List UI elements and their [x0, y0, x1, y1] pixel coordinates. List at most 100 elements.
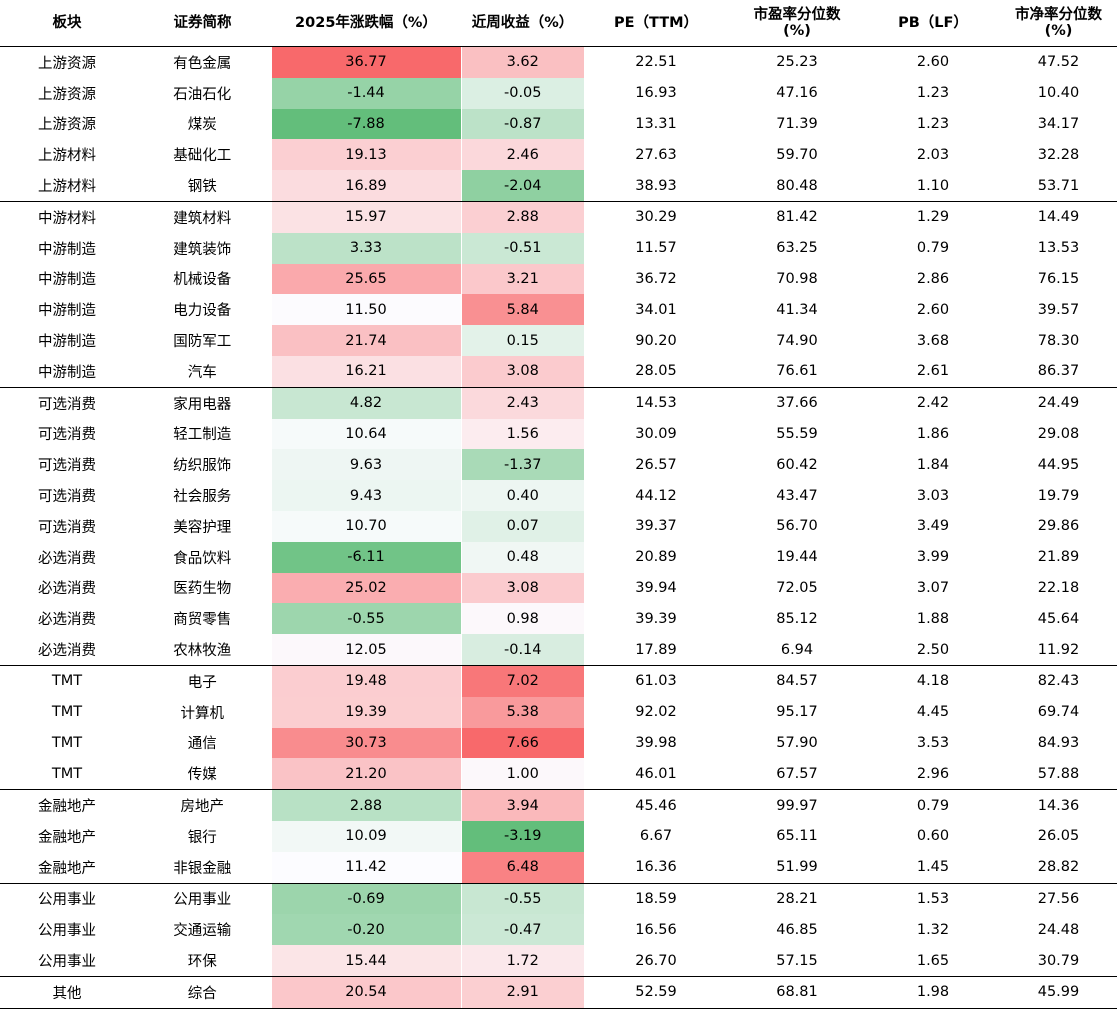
cell-ytd-change: 11.50: [270, 294, 461, 326]
cell-pe-ttm: 16.56: [635, 921, 677, 938]
cell-weekly-return: 2.88: [460, 201, 584, 233]
header-weekly-return: 近周收益（%）: [461, 0, 584, 47]
cell-ytd-change: -1.44: [270, 77, 461, 109]
cell-sector: 必选消费: [38, 550, 96, 567]
cell-pb-percentile: 45.99: [1000, 976, 1117, 1009]
cell-weekly-return: 3.08: [460, 572, 584, 604]
header-pb-percentile: 市净率分位数(%): [1000, 0, 1117, 47]
cell-pb-lf: 1.23: [916, 85, 950, 102]
table-row: 必选消费 医药生物 25.02 3.08 39.94 72.05 3.07 22.18: [0, 572, 1117, 604]
cell-pe-ttm: 16.93: [635, 85, 677, 102]
cell-sector: 其他: [0, 976, 134, 1009]
cell-pb-percentile: 84.93: [1037, 734, 1080, 751]
cell-pe-ttm: 45.46: [635, 797, 677, 814]
cell-pb-percentile: 13.53: [1037, 240, 1080, 257]
cell-pb-percentile: 11.92: [1000, 634, 1117, 666]
cell-sector: 可选消费: [38, 519, 96, 536]
cell-pb-lf: 2.96: [866, 758, 1000, 791]
cell-pb-percentile: 57.88: [1000, 758, 1117, 791]
cell-pb-lf: 3.03: [916, 487, 950, 504]
header-pe-percentile: 市盈率分位数(%): [728, 0, 866, 47]
cell-weekly-return: 5.38: [460, 696, 584, 728]
cell-weekly-return: 1.56: [460, 418, 584, 450]
cell-weekly-return: -0.47: [460, 914, 584, 946]
cell-security-name: 国防军工: [173, 334, 232, 351]
cell-pe-percentile: 19.44: [776, 549, 818, 566]
cell-pb-percentile: 76.15: [1037, 270, 1080, 287]
cell-sector: 中游制造: [38, 334, 96, 351]
cell-ytd-change: 10.64: [270, 418, 461, 450]
cell-security-name: 综合: [134, 976, 271, 1009]
cell-pb-lf: 1.10: [866, 170, 1000, 202]
cell-weekly-return: 7.02: [460, 665, 584, 697]
table-row: 上游材料 基础化工 19.13 2.46 27.63 59.70 2.03 32.28: [0, 139, 1117, 171]
cell-ytd-change: -0.20: [270, 914, 461, 946]
cell-sector: 上游资源: [38, 55, 96, 72]
cell-security-name: 机械设备: [173, 272, 232, 289]
table-row: TMT 传媒 21.20 1.00 46.01 67.57 2.96 57.88: [0, 758, 1117, 791]
cell-pb-lf: 2.03: [916, 146, 950, 163]
cell-pe-ttm: 44.12: [635, 487, 677, 504]
cell-pe-ttm: 26.57: [635, 456, 677, 473]
cell-pe-ttm: 36.72: [635, 270, 677, 287]
cell-pb-percentile: 53.71: [1000, 170, 1117, 202]
cell-ytd-change: 12.05: [270, 634, 461, 666]
cell-pb-percentile: 24.48: [1037, 921, 1080, 938]
cell-pe-ttm: 11.57: [635, 240, 677, 257]
cell-pe-percentile: 41.34: [776, 301, 818, 318]
table-row: TMT 电子 19.48 7.02 61.03 84.57 4.18 82.43: [0, 665, 1117, 697]
cell-sector: TMT: [51, 704, 83, 721]
cell-sector: 金融地产: [38, 829, 96, 846]
cell-pb-lf: 3.49: [916, 518, 950, 535]
cell-weekly-return: 0.15: [460, 325, 584, 356]
cell-pb-lf: 1.86: [916, 425, 950, 442]
cell-pe-percentile: 46.85: [776, 921, 818, 938]
cell-pb-percentile: 45.64: [1037, 610, 1080, 627]
cell-sector: TMT: [0, 758, 134, 791]
cell-pb-percentile: 29.08: [1037, 425, 1080, 442]
cell-weekly-return: -1.37: [460, 449, 584, 481]
cell-pe-ttm: 34.01: [635, 301, 677, 318]
cell-pe-ttm: 90.20: [635, 332, 677, 349]
cell-ytd-change: 9.63: [270, 449, 461, 481]
cell-pb-percentile: 39.57: [1037, 301, 1080, 318]
cell-ytd-change: 30.73: [270, 727, 461, 759]
cell-pe-ttm: 26.70: [584, 945, 728, 977]
cell-weekly-return: 6.48: [460, 851, 584, 884]
cell-pb-percentile: 28.82: [1000, 851, 1117, 884]
cell-pb-percentile: 14.49: [1037, 209, 1080, 226]
cell-pb-lf: 4.18: [916, 673, 950, 690]
cell-pe-percentile: 70.98: [776, 270, 818, 287]
cell-sector: 必选消费: [38, 612, 96, 629]
cell-pe-percentile: 57.15: [728, 945, 866, 977]
cell-sector: 公用事业: [38, 923, 96, 940]
cell-security-name: 美容护理: [173, 519, 232, 536]
cell-ytd-change: 21.20: [270, 758, 461, 791]
cell-security-name: 煤炭: [187, 117, 217, 134]
cell-security-name: 基础化工: [173, 148, 232, 165]
cell-pb-percentile: 26.05: [1037, 828, 1080, 845]
cell-ytd-change: 25.02: [270, 572, 461, 604]
cell-pb-lf: 4.45: [916, 704, 950, 721]
table-row: 可选消费 轻工制造 10.64 1.56 30.09 55.59 1.86 29.08: [0, 418, 1117, 450]
cell-weekly-return: -0.87: [460, 108, 584, 140]
cell-security-name: 社会服务: [173, 489, 232, 506]
cell-ytd-change: 15.44: [270, 945, 461, 977]
table-row: 可选消费 纺织服饰 9.63 -1.37 26.57 60.42 1.84 44.95: [0, 449, 1117, 481]
cell-pb-percentile: 22.18: [1037, 579, 1080, 596]
cell-weekly-return: -3.19: [460, 820, 584, 852]
cell-weekly-return: 0.98: [460, 603, 584, 635]
cell-sector: 中游制造: [38, 303, 96, 320]
cell-pb-percentile: 29.86: [1037, 518, 1080, 535]
cell-pe-percentile: 37.66: [776, 395, 818, 412]
cell-pb-percentile: 78.30: [1037, 332, 1080, 349]
table-row: 上游材料 钢铁 16.89 -2.04 38.93 80.48 1.10 53.71: [0, 170, 1117, 202]
cell-ytd-change: 10.70: [270, 510, 461, 542]
cell-security-name: 家用电器: [173, 396, 232, 413]
cell-sector: 中游材料: [38, 210, 96, 227]
cell-pe-percentile: 28.21: [776, 890, 818, 907]
table-body: 上游资源 有色金属 36.77 3.62 22.51 25.23 2.60 47.52 上游资源…: [0, 46, 1117, 1009]
table-row: 金融地产 银行 10.09 -3.19 6.67 65.11 0.60 26.05: [0, 820, 1117, 852]
cell-pe-percentile: 71.39: [776, 115, 818, 132]
